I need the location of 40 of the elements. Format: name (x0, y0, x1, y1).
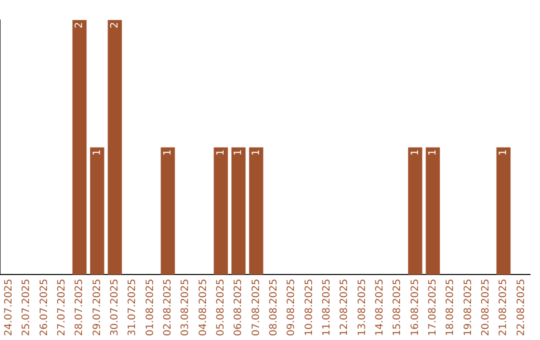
x-tick-label: 16.08.2025 (410, 278, 421, 336)
x-tick-label: 13.08.2025 (356, 278, 368, 336)
x-tick-label: 26.07.2025 (38, 278, 50, 336)
x-tick-label: 07.08.2025 (250, 278, 262, 336)
x-tick-label: 22.08.2025 (516, 278, 527, 336)
data-label: 1 (498, 149, 510, 156)
x-tick-label: 19.08.2025 (462, 278, 474, 336)
x-tick-label: 12.08.2025 (339, 278, 350, 336)
x-tick-label: 09.08.2025 (286, 278, 298, 336)
data-label: 1 (92, 149, 103, 156)
x-tick-label: 20.08.2025 (480, 278, 492, 336)
data-label: 2 (109, 22, 120, 28)
x-tick-label: 01.08.2025 (144, 278, 156, 336)
x-tick-label: 18.08.2025 (445, 278, 456, 336)
data-label: 1 (162, 149, 174, 156)
data-label: 1 (410, 149, 421, 156)
x-tick-label: 06.08.2025 (233, 278, 244, 336)
x-tick-label: 27.07.2025 (56, 278, 68, 336)
x-tick-label: 02.08.2025 (162, 278, 174, 336)
x-tick-label: 11.08.2025 (321, 278, 332, 336)
data-label: 1 (250, 149, 262, 156)
data-label: 1 (233, 149, 244, 156)
x-tick-label: 03.08.2025 (180, 278, 192, 336)
x-tick-label: 15.08.2025 (392, 278, 404, 336)
x-tick-label: 05.08.2025 (215, 278, 226, 336)
x-tick-label: 28.07.2025 (74, 278, 86, 336)
x-tick-label: 25.07.2025 (21, 278, 32, 336)
x-tick-label: 17.08.2025 (427, 278, 438, 336)
x-tick-label: 04.08.2025 (198, 278, 209, 336)
x-tick-label: 24.07.2025 (3, 278, 14, 336)
x-tick-label: 10.08.2025 (304, 278, 315, 336)
x-tick-label: 30.07.2025 (109, 278, 120, 336)
x-tick-label: 21.08.2025 (498, 278, 510, 336)
x-tick-label: 14.08.2025 (374, 278, 386, 336)
data-label: 2 (74, 22, 86, 28)
data-label: 1 (427, 149, 438, 156)
x-tick-label: 29.07.2025 (92, 278, 103, 336)
x-tick-label: 31.07.2025 (127, 278, 138, 336)
data-label: 1 (215, 149, 226, 156)
x-tick-label: 08.08.2025 (268, 278, 280, 336)
